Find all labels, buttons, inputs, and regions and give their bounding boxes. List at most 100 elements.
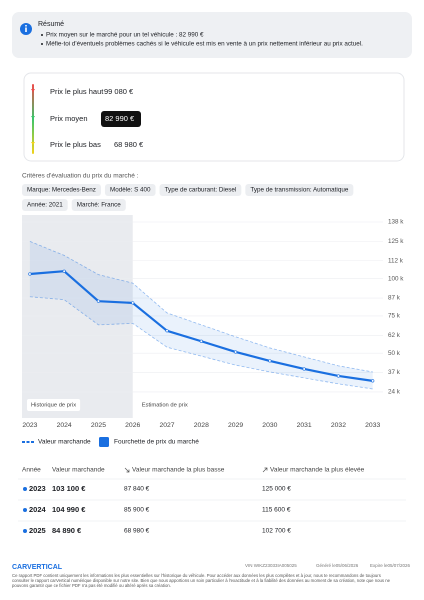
price-pill — [101, 111, 141, 127]
price-label: Prix le plus bas — [50, 140, 101, 149]
region-label: Estimation de prix — [142, 403, 188, 409]
table-header: Valeur marchande la plus basse — [132, 467, 225, 474]
legend-swatch — [99, 437, 109, 447]
table-cell: 102 700 € — [262, 528, 291, 535]
chip — [104, 184, 156, 196]
chip-label: Marché: France — [77, 202, 122, 209]
summary-box — [12, 12, 412, 58]
x-tick-label: 2029 — [228, 422, 243, 429]
market-value-point — [199, 339, 203, 343]
chip-label: Marque: Mercedes-Benz — [27, 187, 96, 194]
table-header: Valeur marchande la plus élevée — [270, 467, 365, 474]
y-tick-label: 100 k — [388, 275, 404, 282]
table-cell: 104 990 € — [52, 505, 86, 514]
x-tick-label: 2033 — [365, 422, 380, 429]
history-region — [22, 215, 133, 418]
y-tick-label: 125 k — [388, 238, 404, 245]
market-value-point — [131, 301, 135, 305]
up-arrow-icon — [262, 467, 268, 473]
summary-item: Prix moyen sur le marché pour un tel véh… — [46, 32, 204, 39]
market-value-point — [165, 329, 169, 333]
x-tick-label: 2028 — [194, 422, 209, 429]
price-label: Prix le plus haut — [50, 87, 104, 96]
table-cell: 103 100 € — [52, 484, 86, 493]
table-cell: 87 840 € — [124, 486, 150, 493]
criteria-title: Critères d'évaluation du prix du marché … — [22, 173, 139, 180]
price-card — [23, 72, 405, 162]
gauge-marker — [31, 116, 35, 119]
disclaimer: pouvons garantir que ce fichier PDF n'a … — [12, 583, 171, 588]
row-dot — [23, 508, 27, 512]
y-tick-label: 138 k — [388, 219, 404, 226]
disclaimer: consulter le rapport carVertical numériq… — [12, 578, 391, 583]
range-lower — [29, 296, 373, 390]
table-header: Année — [22, 467, 41, 474]
range-upper — [29, 241, 373, 373]
info-icon-dot — [25, 24, 27, 27]
y-tick-label: 37 k — [388, 369, 401, 376]
bullet — [41, 43, 43, 45]
x-tick-label: 2025 — [91, 422, 106, 429]
chip — [159, 184, 242, 196]
summary-title: Résumé — [38, 21, 64, 28]
chip-label: Type de transmission: Automatique — [250, 187, 349, 194]
table-cell: 84 890 € — [52, 526, 82, 535]
brand: CARVERTICAL — [12, 564, 63, 571]
chip — [71, 199, 126, 211]
y-tick-label: 62 k — [388, 332, 401, 339]
table-header: Valeur marchande — [52, 467, 105, 474]
x-tick-label: 2032 — [331, 422, 346, 429]
x-tick-label: 2026 — [125, 422, 140, 429]
legend-label: Fourchette de prix du marché — [114, 439, 199, 446]
chip — [245, 184, 354, 196]
y-tick-label: 24 k — [388, 389, 401, 396]
summary-item: Méfie-toi d'éventuels problèmes cachés s… — [46, 41, 363, 48]
y-tick-label: 87 k — [388, 295, 401, 302]
market-value-point — [233, 350, 238, 354]
x-tick-label: 2023 — [22, 422, 37, 429]
market-value-point — [302, 367, 306, 371]
vin: VIN WIKZ23033IA005025 — [245, 563, 297, 568]
market-value-point — [62, 269, 66, 273]
x-tick-label: 2027 — [159, 422, 174, 429]
x-tick-label: 2024 — [57, 422, 72, 429]
gauge-marker — [31, 89, 35, 92]
chip-label: Type de carburant: Diesel — [165, 187, 237, 194]
generated-date: Généré le05/06/2026 — [316, 563, 359, 568]
bullet — [41, 34, 43, 36]
region-label-box — [27, 399, 81, 411]
price-value: 99 080 € — [104, 87, 134, 96]
chip-label: Modèle: S 400 — [110, 187, 151, 194]
x-tick-label: 2031 — [297, 422, 312, 429]
price-label: Prix moyen — [50, 114, 88, 123]
legend-label: Valeur marchande — [38, 439, 91, 446]
chip — [22, 199, 68, 211]
down-arrow-icon — [124, 467, 130, 473]
price-value: 68 980 € — [114, 140, 144, 149]
y-tick-label: 50 k — [388, 350, 401, 357]
x-tick-label: 2030 — [262, 422, 277, 429]
market-value-point — [371, 379, 375, 383]
market-value-point — [96, 299, 101, 303]
market-value-point — [28, 272, 32, 276]
price-range-band — [29, 241, 373, 389]
table-cell: 85 900 € — [124, 507, 150, 514]
table-cell: 115 600 € — [262, 507, 291, 514]
disclaimer: Ce rapport PDF contient uniquement les i… — [12, 573, 381, 578]
table-cell: 2025 — [29, 526, 46, 535]
row-dot — [23, 529, 27, 533]
price-value: 82 990 € — [105, 114, 135, 123]
price-table: Année Valeur marchande Valeur marchande la… — [18, 467, 406, 535]
info-icon-bar — [25, 27, 27, 32]
gauge-marker — [31, 142, 35, 145]
y-tick-label: 112 k — [388, 257, 404, 264]
market-value-point — [268, 359, 272, 363]
table-cell: 2024 — [29, 505, 47, 514]
criteria-chips: Marque: Mercedes-Benz Modèle: S 400 Type d… — [22, 184, 354, 211]
price-chart: 24 k 37 k 50 k 62 k 75 k 87 k 100 k 112 k 125 k 1… — [22, 215, 404, 447]
table-cell: 2023 — [29, 484, 46, 493]
region-label: Historique de prix — [31, 403, 76, 409]
expiry-date: Expire le05/07/2026 — [370, 563, 411, 568]
y-tick-label: 75 k — [388, 313, 401, 320]
